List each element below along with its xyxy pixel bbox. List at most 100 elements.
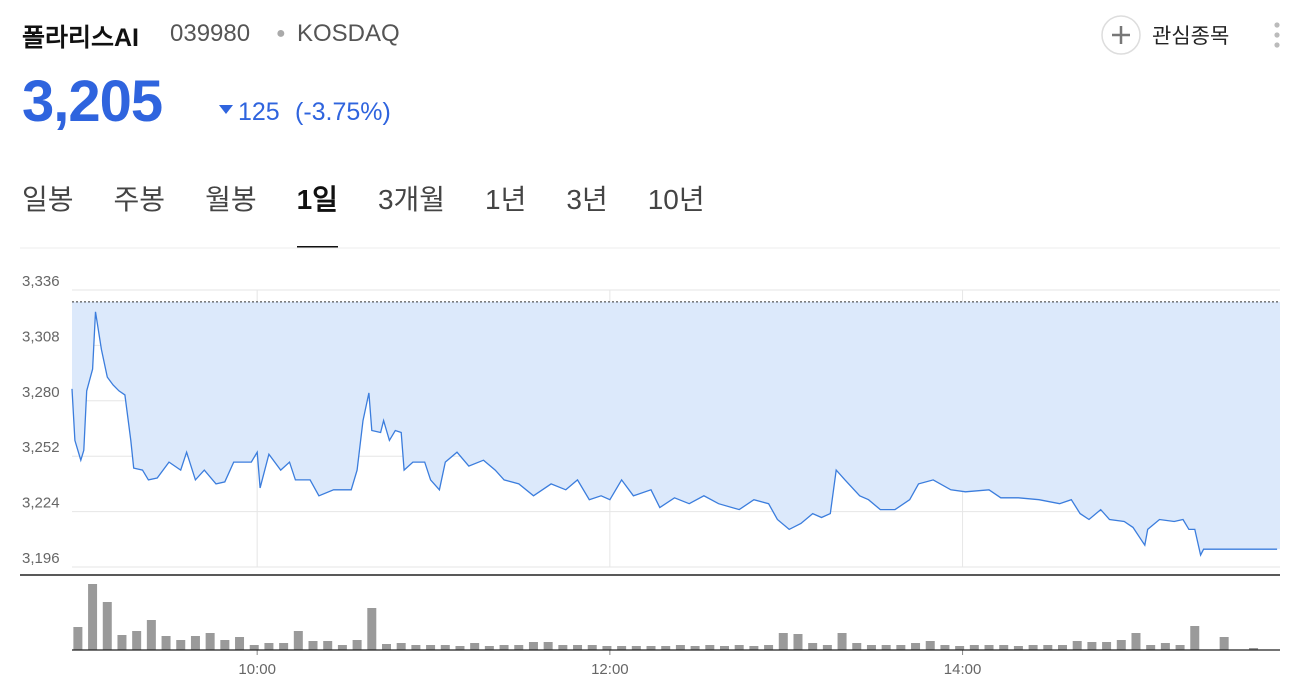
volume-bar — [734, 645, 744, 650]
volume-bar — [896, 645, 906, 650]
volume-bar — [1219, 637, 1229, 650]
volume-bar — [1146, 645, 1156, 650]
price-change: 125 — [238, 98, 280, 126]
volume-bar — [293, 631, 303, 650]
volume-bar — [470, 643, 480, 650]
volume-bar — [1116, 640, 1126, 650]
y-tick-label: 3,252 — [22, 439, 60, 456]
volume-bar — [587, 645, 597, 650]
separator: ● — [276, 25, 286, 42]
period-tab[interactable]: 1년 — [485, 184, 527, 215]
volume-bar — [822, 645, 832, 650]
volume-bar — [705, 645, 715, 650]
volume-bar — [764, 645, 774, 650]
volume-bar — [249, 645, 259, 650]
volume-bar — [837, 633, 847, 650]
volume-bar — [778, 633, 788, 650]
volume-bar — [999, 645, 1009, 650]
price-line — [71, 311, 1278, 558]
price-change-percent: (-3.75%) — [295, 98, 391, 126]
volume-bar — [1249, 648, 1259, 650]
watch-button[interactable]: 관심종목 — [1152, 25, 1230, 48]
volume-bar — [955, 646, 965, 650]
watch-icon[interactable] — [1100, 14, 1144, 58]
volume-bar — [1175, 645, 1185, 650]
volume-bar — [205, 633, 215, 650]
period-tabs: 일봉 주봉 월봉 1일 3개월 1년 3년 10년 — [22, 178, 705, 248]
y-tick-label: 3,280 — [22, 384, 60, 401]
period-tab[interactable]: 10년 — [647, 184, 705, 215]
period-tab[interactable]: 3년 — [566, 184, 608, 215]
volume-bar — [396, 643, 406, 650]
volume-bar — [264, 643, 274, 650]
price: 3,205 — [22, 69, 163, 134]
volume-bar — [440, 645, 450, 650]
volume-bar — [132, 631, 142, 650]
volume-bar — [969, 645, 979, 650]
volume-bar — [1190, 626, 1200, 650]
volume-bar — [190, 636, 200, 650]
period-tab[interactable]: 주봉 — [113, 184, 166, 215]
volume-bar — [1043, 645, 1053, 650]
volume-bar — [602, 646, 612, 650]
y-tick-label: 3,224 — [22, 495, 60, 512]
volume-bar — [719, 646, 729, 650]
volume-bar — [279, 643, 289, 650]
volume-bar — [528, 642, 538, 650]
volume-bar — [484, 646, 494, 650]
period-tab[interactable]: 일봉 — [22, 184, 74, 215]
period-tab[interactable]: 1일 — [296, 178, 339, 248]
volume-bar — [1160, 643, 1170, 650]
volume-bar — [514, 645, 524, 650]
x-tick-label: 12:00 — [591, 661, 629, 678]
volume-bar — [323, 641, 333, 650]
y-tick-label: 3,308 — [22, 328, 60, 345]
volume-bar — [661, 646, 671, 650]
stock-code: 039980 — [170, 20, 251, 47]
x-tick-label: 10:00 — [238, 661, 276, 678]
period-tab[interactable]: 월봉 — [205, 184, 257, 215]
market: KOSDAQ — [297, 20, 400, 47]
volume-bar — [675, 645, 685, 650]
volume-bar — [808, 643, 818, 650]
volume-bar — [749, 646, 759, 650]
volume-bar — [426, 645, 436, 650]
volume-bar — [1131, 633, 1141, 650]
x-tick-label: 14:00 — [944, 661, 982, 678]
volume-bar — [646, 646, 656, 650]
volume-bar — [558, 645, 568, 650]
area — [72, 301, 1280, 556]
volume-bar — [631, 646, 641, 650]
volume-bar — [573, 645, 583, 650]
volume-bar — [1058, 645, 1068, 650]
volume-bar — [852, 643, 862, 650]
volume-bar — [881, 645, 891, 650]
volume-bar — [1072, 641, 1082, 650]
volume-bar — [940, 645, 950, 650]
stock-name: 폴라리스AI — [22, 24, 140, 52]
volume-bar — [73, 627, 83, 650]
y-tick-label: 3,196 — [22, 550, 60, 567]
down-arrow — [219, 105, 233, 114]
volume-bar — [690, 646, 700, 650]
volume-bar — [352, 640, 362, 650]
volume-bar — [161, 636, 171, 650]
volume-bar — [88, 584, 98, 650]
volume-bar — [543, 642, 553, 650]
period-tab[interactable]: 3개월 — [377, 184, 446, 215]
volume-bar — [1102, 642, 1112, 650]
volume-bar — [176, 640, 186, 650]
volume-bar — [1028, 645, 1038, 650]
more-menu[interactable] — [1268, 20, 1286, 52]
volume-bar — [1087, 642, 1097, 650]
volume-bar — [984, 645, 994, 650]
volume-bar — [866, 645, 876, 650]
volume-bar — [146, 620, 156, 650]
volume-bar — [235, 637, 245, 650]
volume-bar — [455, 646, 465, 650]
volume-bar — [1013, 646, 1023, 650]
volume-bar — [102, 602, 112, 650]
volume-bar — [337, 645, 347, 650]
